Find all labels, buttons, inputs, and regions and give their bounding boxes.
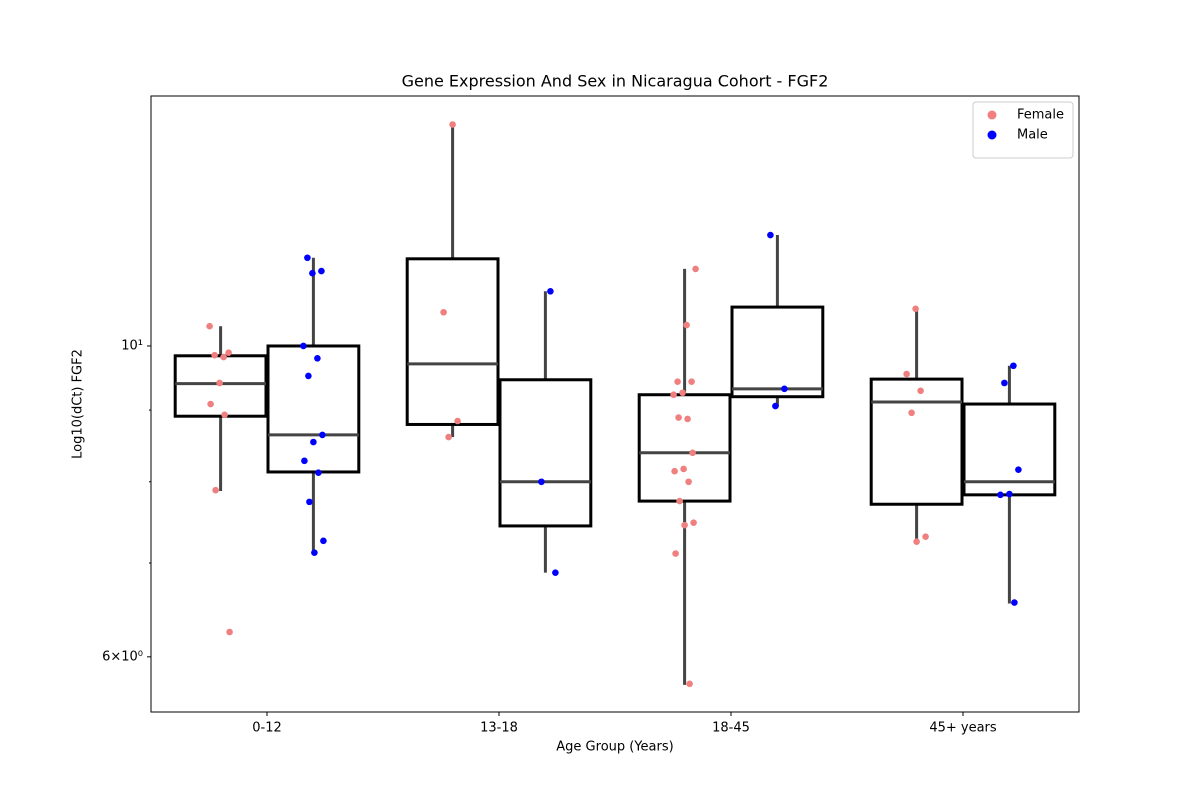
data-point: [679, 389, 686, 397]
data-point: [207, 400, 214, 408]
legend-frame: [972, 101, 1074, 159]
data-point: [672, 550, 679, 557]
data-point: [997, 491, 1004, 499]
data-point: [681, 521, 688, 529]
y-axis-label: Log10(dCt) FGF2: [71, 349, 86, 459]
data-point: [552, 569, 559, 576]
box: [266, 344, 361, 474]
data-point: [689, 449, 696, 457]
data-point: [440, 308, 447, 316]
data-point: [538, 478, 545, 486]
data-point: [304, 254, 311, 262]
data-point: [781, 385, 788, 393]
data-point: [225, 349, 232, 357]
data-point: [305, 372, 312, 380]
x-tick-label: 45+ years: [929, 721, 997, 736]
data-point: [767, 231, 774, 239]
data-point: [309, 269, 316, 277]
data-point: [913, 538, 920, 545]
legend-marker: [987, 110, 997, 120]
data-point: [908, 409, 915, 417]
legend-marker: [987, 130, 997, 140]
data-point: [454, 417, 461, 425]
data-point: [445, 433, 452, 441]
data-point: [314, 354, 321, 362]
x-tick-label: 13-18: [480, 721, 518, 736]
data-point: [684, 415, 691, 423]
x-tick-label: 18-45: [712, 721, 750, 736]
data-point: [311, 549, 318, 556]
data-point: [221, 411, 228, 419]
data-point: [690, 519, 697, 526]
data-point: [676, 497, 683, 505]
data-point: [674, 378, 681, 385]
data-point: [318, 267, 325, 275]
data-point: [310, 438, 317, 446]
data-point: [301, 457, 308, 465]
y-tick-label: 10¹: [121, 338, 143, 353]
data-point: [211, 351, 218, 359]
data-point: [212, 486, 219, 494]
data-point: [922, 533, 929, 540]
data-point: [670, 391, 677, 399]
data-point: [917, 387, 924, 395]
data-point: [688, 378, 695, 385]
data-point: [675, 414, 682, 421]
data-point: [226, 628, 233, 636]
data-point: [686, 680, 693, 688]
chart-title: Gene Expression And Sex in Nicaragua Coh…: [402, 72, 829, 91]
data-point: [547, 288, 554, 295]
data-point: [1001, 379, 1008, 387]
box: [498, 378, 593, 528]
plot-frame: [150, 95, 1080, 713]
data-point: [671, 467, 678, 475]
data-point: [220, 353, 227, 361]
data-point: [912, 305, 919, 313]
data-point: [680, 465, 687, 473]
data-point: [216, 379, 223, 387]
y-tick-label: 6×10⁰: [102, 649, 143, 664]
data-point: [449, 121, 456, 128]
legend-label: Male: [1017, 128, 1048, 143]
data-point: [206, 322, 213, 330]
data-point: [315, 469, 322, 477]
box: [730, 305, 825, 399]
data-point: [772, 402, 779, 410]
data-point: [692, 265, 699, 273]
data-point: [683, 321, 690, 329]
data-point: [320, 537, 327, 545]
data-point: [319, 431, 326, 439]
data-point: [685, 478, 692, 486]
data-point: [1011, 599, 1018, 606]
box: [405, 257, 500, 426]
box: [869, 377, 964, 506]
data-point: [903, 370, 910, 378]
data-point: [300, 342, 307, 350]
data-point: [1010, 362, 1017, 370]
x-tick-label: 0-12: [252, 721, 282, 736]
data-point: [1015, 466, 1022, 474]
data-point: [306, 498, 313, 506]
legend-label: Female: [1017, 108, 1064, 123]
x-axis-label: Age Group (Years): [556, 740, 673, 755]
data-point: [1006, 490, 1013, 498]
